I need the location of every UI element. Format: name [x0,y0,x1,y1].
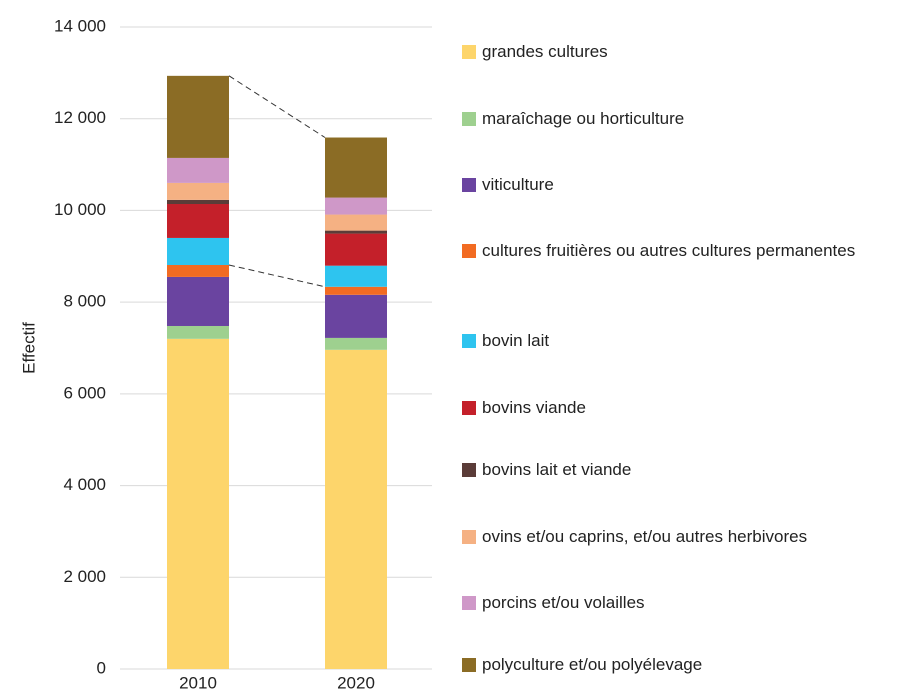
legend-label: maraîchage ou horticulture [482,109,685,128]
bar-segment [325,233,387,266]
legend-item: bovins lait et viande [462,458,892,482]
connector [228,264,326,288]
legend-item: polyculture et/ou polyélevage [462,653,892,677]
legend-item: maraîchage ou horticulture [462,107,892,131]
legend-label: polyculture et/ou polyélevage [482,655,703,674]
bar-segment [325,265,387,287]
y-tick-label: 12 000 [54,108,106,127]
bar-segment [167,276,229,326]
connector [228,75,326,138]
bar-segment [167,75,229,158]
legend-label: ovins et/ou caprins, et/ou autres herbiv… [482,527,808,546]
legend-swatch [462,596,476,610]
legend-swatch [462,244,476,258]
legend-swatch [462,658,476,672]
y-tick-label: 4 000 [63,475,106,494]
bar-segment [325,337,387,350]
y-tick-label: 10 000 [54,200,106,219]
y-tick-label: 2 000 [63,567,106,586]
legend-swatch [462,45,476,59]
legend-label: cultures fruitières ou autres cultures p… [482,241,856,260]
bar-segment [167,264,229,277]
bar-segment [325,349,387,669]
y-tick-label: 6 000 [63,383,106,402]
y-tick-label: 8 000 [63,292,106,311]
y-tick-label: 0 [97,658,106,677]
bar-segment [167,204,229,238]
x-tick-label: 2020 [337,673,375,691]
bar-segment [325,137,387,198]
legend-swatch [462,530,476,544]
legend-item: porcins et/ou volailles [462,591,892,615]
bar-segment [325,286,387,295]
bar-segment [167,338,229,669]
legend-swatch [462,401,476,415]
bar-segment [167,237,229,265]
legend-label: bovin lait [482,331,550,350]
legend-label: bovins lait et viande [482,460,632,479]
legend-swatch [462,334,476,348]
bar-segment [325,197,387,215]
y-tick-label: 14 000 [54,16,106,35]
y-axis-label: Effectif [19,322,38,374]
legend-swatch [462,463,476,477]
bar-segment [167,325,229,339]
legend-item: viticulture [462,173,892,197]
bar-segment [167,182,229,200]
legend-label: viticulture [482,175,554,194]
legend-item: grandes cultures [462,40,892,64]
legend-swatch [462,178,476,192]
legend-label: grandes cultures [482,42,608,61]
legend-item: ovins et/ou caprins, et/ou autres herbiv… [462,525,892,549]
bar-segment [325,230,387,234]
legend-item: bovins viande [462,396,892,420]
bar-segment [167,157,229,183]
legend-label: porcins et/ou volailles [482,593,645,612]
legend-item: bovin lait [462,329,892,353]
bar-segment [325,214,387,231]
legend-item: cultures fruitières ou autres cultures p… [462,239,892,263]
bar-segment [325,294,387,338]
x-tick-label: 2010 [179,673,217,691]
bar-segment [167,199,229,205]
legend-swatch [462,112,476,126]
legend-label: bovins viande [482,398,586,417]
